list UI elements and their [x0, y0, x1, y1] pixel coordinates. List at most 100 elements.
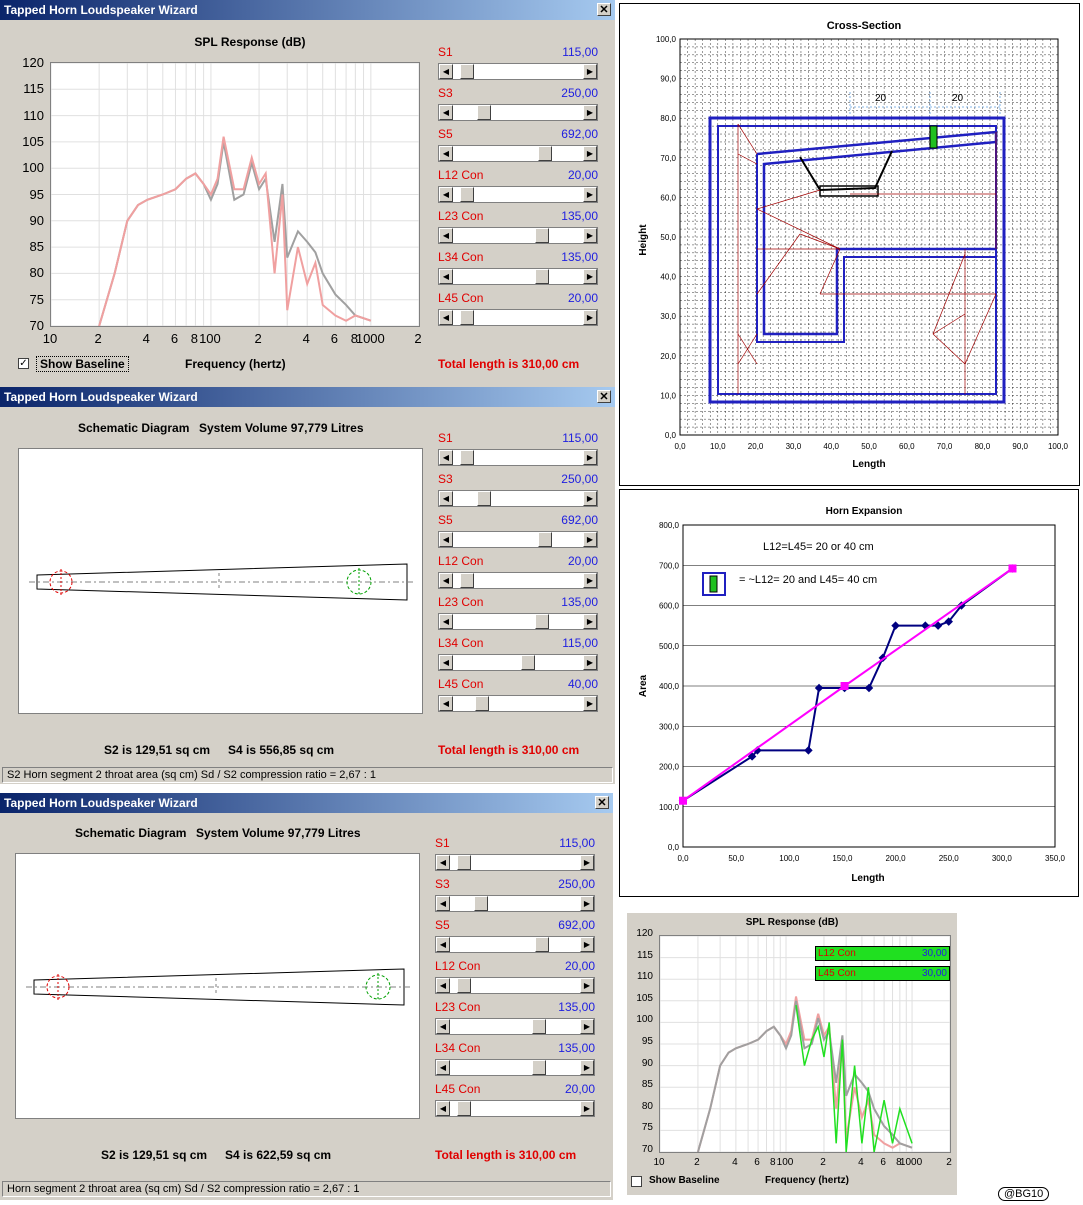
slider-scrollbar[interactable]: ◀ ▶ [435, 1059, 595, 1076]
show-baseline-label[interactable]: Show Baseline [649, 1175, 720, 1186]
scroll-right-arrow-icon[interactable]: ▶ [580, 1019, 594, 1034]
slider-scrollbar[interactable]: ◀ ▶ [438, 268, 598, 285]
close-button[interactable]: ✕ [595, 796, 609, 809]
legend-value: 30,00 [921, 948, 947, 959]
scroll-left-arrow-icon[interactable]: ◀ [439, 228, 453, 243]
scroll-right-arrow-icon[interactable]: ▶ [583, 146, 597, 161]
x-tick-label: 4 [142, 331, 150, 346]
scroll-left-arrow-icon[interactable]: ◀ [436, 1019, 450, 1034]
slider-scrollbar[interactable]: ◀ ▶ [438, 186, 598, 203]
slider-scrollbar[interactable]: ◀ ▶ [438, 695, 598, 712]
slider-scrollbar[interactable]: ◀ ▶ [438, 654, 598, 671]
scroll-right-arrow-icon[interactable]: ▶ [580, 1060, 594, 1075]
x-tick-label: 6 [880, 1157, 886, 1168]
scroll-left-arrow-icon[interactable]: ◀ [439, 696, 453, 711]
slider-scrollbar[interactable]: ◀ ▶ [438, 613, 598, 630]
close-button[interactable]: ✕ [597, 390, 611, 403]
scroll-left-arrow-icon[interactable]: ◀ [439, 310, 453, 325]
scroll-right-arrow-icon[interactable]: ▶ [580, 896, 594, 911]
slider-scrollbar[interactable]: ◀ ▶ [438, 227, 598, 244]
scroll-right-arrow-icon[interactable]: ▶ [583, 228, 597, 243]
slider-thumb[interactable] [477, 491, 492, 506]
scroll-left-arrow-icon[interactable]: ◀ [439, 655, 453, 670]
scroll-right-arrow-icon[interactable]: ▶ [583, 450, 597, 465]
slider-thumb[interactable] [456, 855, 471, 870]
y-tick-label: 120 [636, 928, 653, 939]
slider-thumb[interactable] [532, 1019, 547, 1034]
slider-thumb[interactable] [532, 1060, 547, 1075]
horn-data-point [840, 682, 849, 690]
scroll-left-arrow-icon[interactable]: ◀ [436, 937, 450, 952]
show-baseline-label[interactable]: Show Baseline [36, 356, 129, 372]
slider-scrollbar[interactable]: ◀ ▶ [435, 854, 595, 871]
slider-thumb[interactable] [459, 187, 474, 202]
slider-scrollbar[interactable]: ◀ ▶ [438, 531, 598, 548]
scroll-left-arrow-icon[interactable]: ◀ [439, 146, 453, 161]
slider-thumb[interactable] [459, 64, 474, 79]
scroll-left-arrow-icon[interactable]: ◀ [439, 269, 453, 284]
horn-data-point [1008, 564, 1017, 573]
scroll-right-arrow-icon[interactable]: ▶ [583, 269, 597, 284]
scroll-right-arrow-icon[interactable]: ▶ [583, 310, 597, 325]
scroll-right-arrow-icon[interactable]: ▶ [580, 937, 594, 952]
slider-scrollbar[interactable]: ◀ ▶ [435, 977, 595, 994]
scroll-right-arrow-icon[interactable]: ▶ [580, 1101, 594, 1116]
slider-thumb[interactable] [459, 450, 474, 465]
slider-thumb[interactable] [459, 573, 474, 588]
slider-thumb[interactable] [474, 896, 489, 911]
scroll-right-arrow-icon[interactable]: ▶ [583, 187, 597, 202]
scroll-right-arrow-icon[interactable]: ▶ [580, 978, 594, 993]
slider-thumb[interactable] [456, 1101, 471, 1116]
scroll-left-arrow-icon[interactable]: ◀ [439, 491, 453, 506]
scroll-right-arrow-icon[interactable]: ▶ [583, 696, 597, 711]
scroll-left-arrow-icon[interactable]: ◀ [439, 573, 453, 588]
slider-scrollbar[interactable]: ◀ ▶ [435, 895, 595, 912]
scroll-right-arrow-icon[interactable]: ▶ [583, 64, 597, 79]
slider-thumb[interactable] [535, 228, 550, 243]
slider-thumb[interactable] [535, 269, 550, 284]
scroll-left-arrow-icon[interactable]: ◀ [439, 450, 453, 465]
slider-scrollbar[interactable]: ◀ ▶ [435, 936, 595, 953]
scroll-left-arrow-icon[interactable]: ◀ [436, 978, 450, 993]
scroll-right-arrow-icon[interactable]: ▶ [583, 105, 597, 120]
scroll-right-arrow-icon[interactable]: ▶ [583, 573, 597, 588]
slider-scrollbar[interactable]: ◀ ▶ [435, 1018, 595, 1035]
scroll-left-arrow-icon[interactable]: ◀ [436, 855, 450, 870]
slider-scrollbar[interactable]: ◀ ▶ [438, 572, 598, 589]
slider-scrollbar[interactable]: ◀ ▶ [438, 449, 598, 466]
slider-scrollbar[interactable]: ◀ ▶ [435, 1100, 595, 1117]
close-button[interactable]: ✕ [597, 3, 611, 16]
scroll-right-arrow-icon[interactable]: ▶ [583, 614, 597, 629]
scroll-right-arrow-icon[interactable]: ▶ [583, 491, 597, 506]
slider-scrollbar[interactable]: ◀ ▶ [438, 104, 598, 121]
slider-thumb[interactable] [535, 614, 550, 629]
slider-thumb[interactable] [521, 655, 536, 670]
scroll-left-arrow-icon[interactable]: ◀ [436, 1060, 450, 1075]
slider-thumb[interactable] [477, 105, 492, 120]
scroll-left-arrow-icon[interactable]: ◀ [439, 105, 453, 120]
slider-label: L34 Con [438, 250, 484, 264]
scroll-left-arrow-icon[interactable]: ◀ [436, 1101, 450, 1116]
slider-thumb[interactable] [537, 146, 552, 161]
slider-thumb[interactable] [475, 696, 490, 711]
show-baseline-checkbox[interactable] [631, 1176, 642, 1187]
scroll-left-arrow-icon[interactable]: ◀ [439, 614, 453, 629]
scroll-left-arrow-icon[interactable]: ◀ [439, 64, 453, 79]
scroll-left-arrow-icon[interactable]: ◀ [439, 532, 453, 547]
slider-scrollbar[interactable]: ◀ ▶ [438, 63, 598, 80]
scroll-left-arrow-icon[interactable]: ◀ [436, 896, 450, 911]
scroll-right-arrow-icon[interactable]: ▶ [583, 532, 597, 547]
slider-scrollbar[interactable]: ◀ ▶ [438, 309, 598, 326]
show-baseline-checkbox[interactable]: ✓ [18, 358, 29, 369]
scroll-right-arrow-icon[interactable]: ▶ [583, 655, 597, 670]
slider-scrollbar[interactable]: ◀ ▶ [438, 490, 598, 507]
slider-thumb[interactable] [459, 310, 474, 325]
slider-thumb[interactable] [534, 937, 549, 952]
slider-value: 250,00 [561, 86, 598, 100]
scroll-left-arrow-icon[interactable]: ◀ [439, 187, 453, 202]
slider-thumb[interactable] [456, 978, 471, 993]
slider-scrollbar[interactable]: ◀ ▶ [438, 145, 598, 162]
scroll-right-arrow-icon[interactable]: ▶ [580, 855, 594, 870]
schematic-area [15, 853, 420, 1119]
slider-thumb[interactable] [537, 532, 552, 547]
